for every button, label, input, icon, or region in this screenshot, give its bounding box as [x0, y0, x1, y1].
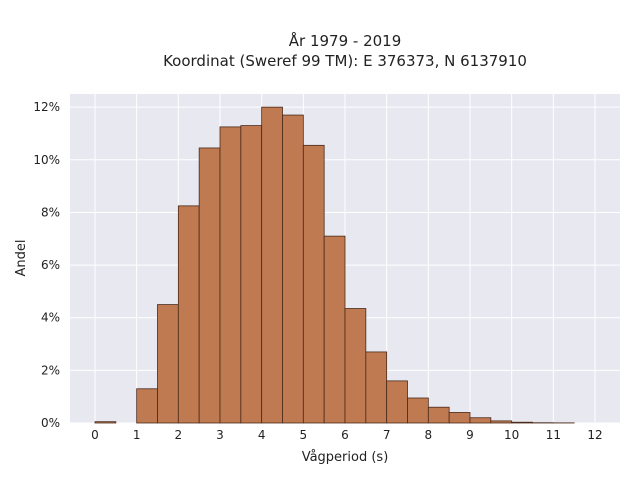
x-tick-label: 1 [133, 428, 141, 442]
histogram-bar [490, 420, 513, 424]
histogram-bar [157, 304, 179, 424]
x-tick-label: 2 [175, 428, 183, 442]
x-tick-label: 11 [546, 428, 561, 442]
y-tick-label: 2% [41, 363, 60, 377]
y-tick-label: 8% [41, 205, 60, 219]
x-tick-label: 12 [587, 428, 602, 442]
histogram-bar [302, 144, 325, 424]
x-tick-label: 6 [341, 428, 349, 442]
x-axis-ticks: 0 1 2 3 4 5 6 7 8 9 10 11 12 [91, 428, 602, 442]
histogram-bar [365, 351, 388, 424]
x-tick-label: 3 [216, 428, 224, 442]
x-tick-label: 0 [91, 428, 99, 442]
y-tick-label: 4% [41, 311, 60, 325]
y-tick-label: 12% [33, 100, 60, 114]
x-tick-label: 5 [300, 428, 308, 442]
y-tick-label: 0% [41, 416, 60, 430]
histogram-bar [240, 125, 263, 424]
y-axis-label: Andel [14, 240, 29, 277]
histogram-bar [511, 421, 533, 424]
histogram-bar [344, 308, 367, 424]
histogram-bar [427, 406, 450, 424]
chart-subtitle: Koordinat (Sweref 99 TM): E 376373, N 61… [163, 52, 527, 70]
x-tick-label: 4 [258, 428, 266, 442]
histogram-bar [323, 235, 346, 424]
chart-title: År 1979 - 2019 [289, 31, 402, 50]
histogram-bar [386, 380, 408, 424]
bars [94, 106, 575, 424]
x-tick-label: 10 [504, 428, 519, 442]
histogram-bar [261, 106, 283, 424]
histogram-bar [177, 205, 200, 424]
histogram-bar [219, 126, 242, 424]
histogram-bar [469, 417, 492, 424]
x-axis-label: Vågperiod (s) [302, 450, 389, 465]
y-axis-ticks: 0% 2% 4% 6% 8% 10% 12% [33, 100, 60, 430]
histogram-bar [282, 114, 304, 424]
histogram-bar [94, 421, 117, 424]
y-tick-label: 10% [33, 153, 60, 167]
x-tick-label: 8 [425, 428, 433, 442]
histogram-bar [448, 412, 471, 424]
x-tick-label: 9 [466, 428, 474, 442]
x-tick-label: 7 [383, 428, 391, 442]
histogram-bar [407, 397, 429, 424]
y-tick-label: 6% [41, 258, 60, 272]
histogram-bar [136, 388, 158, 424]
histogram-bar [198, 147, 221, 424]
